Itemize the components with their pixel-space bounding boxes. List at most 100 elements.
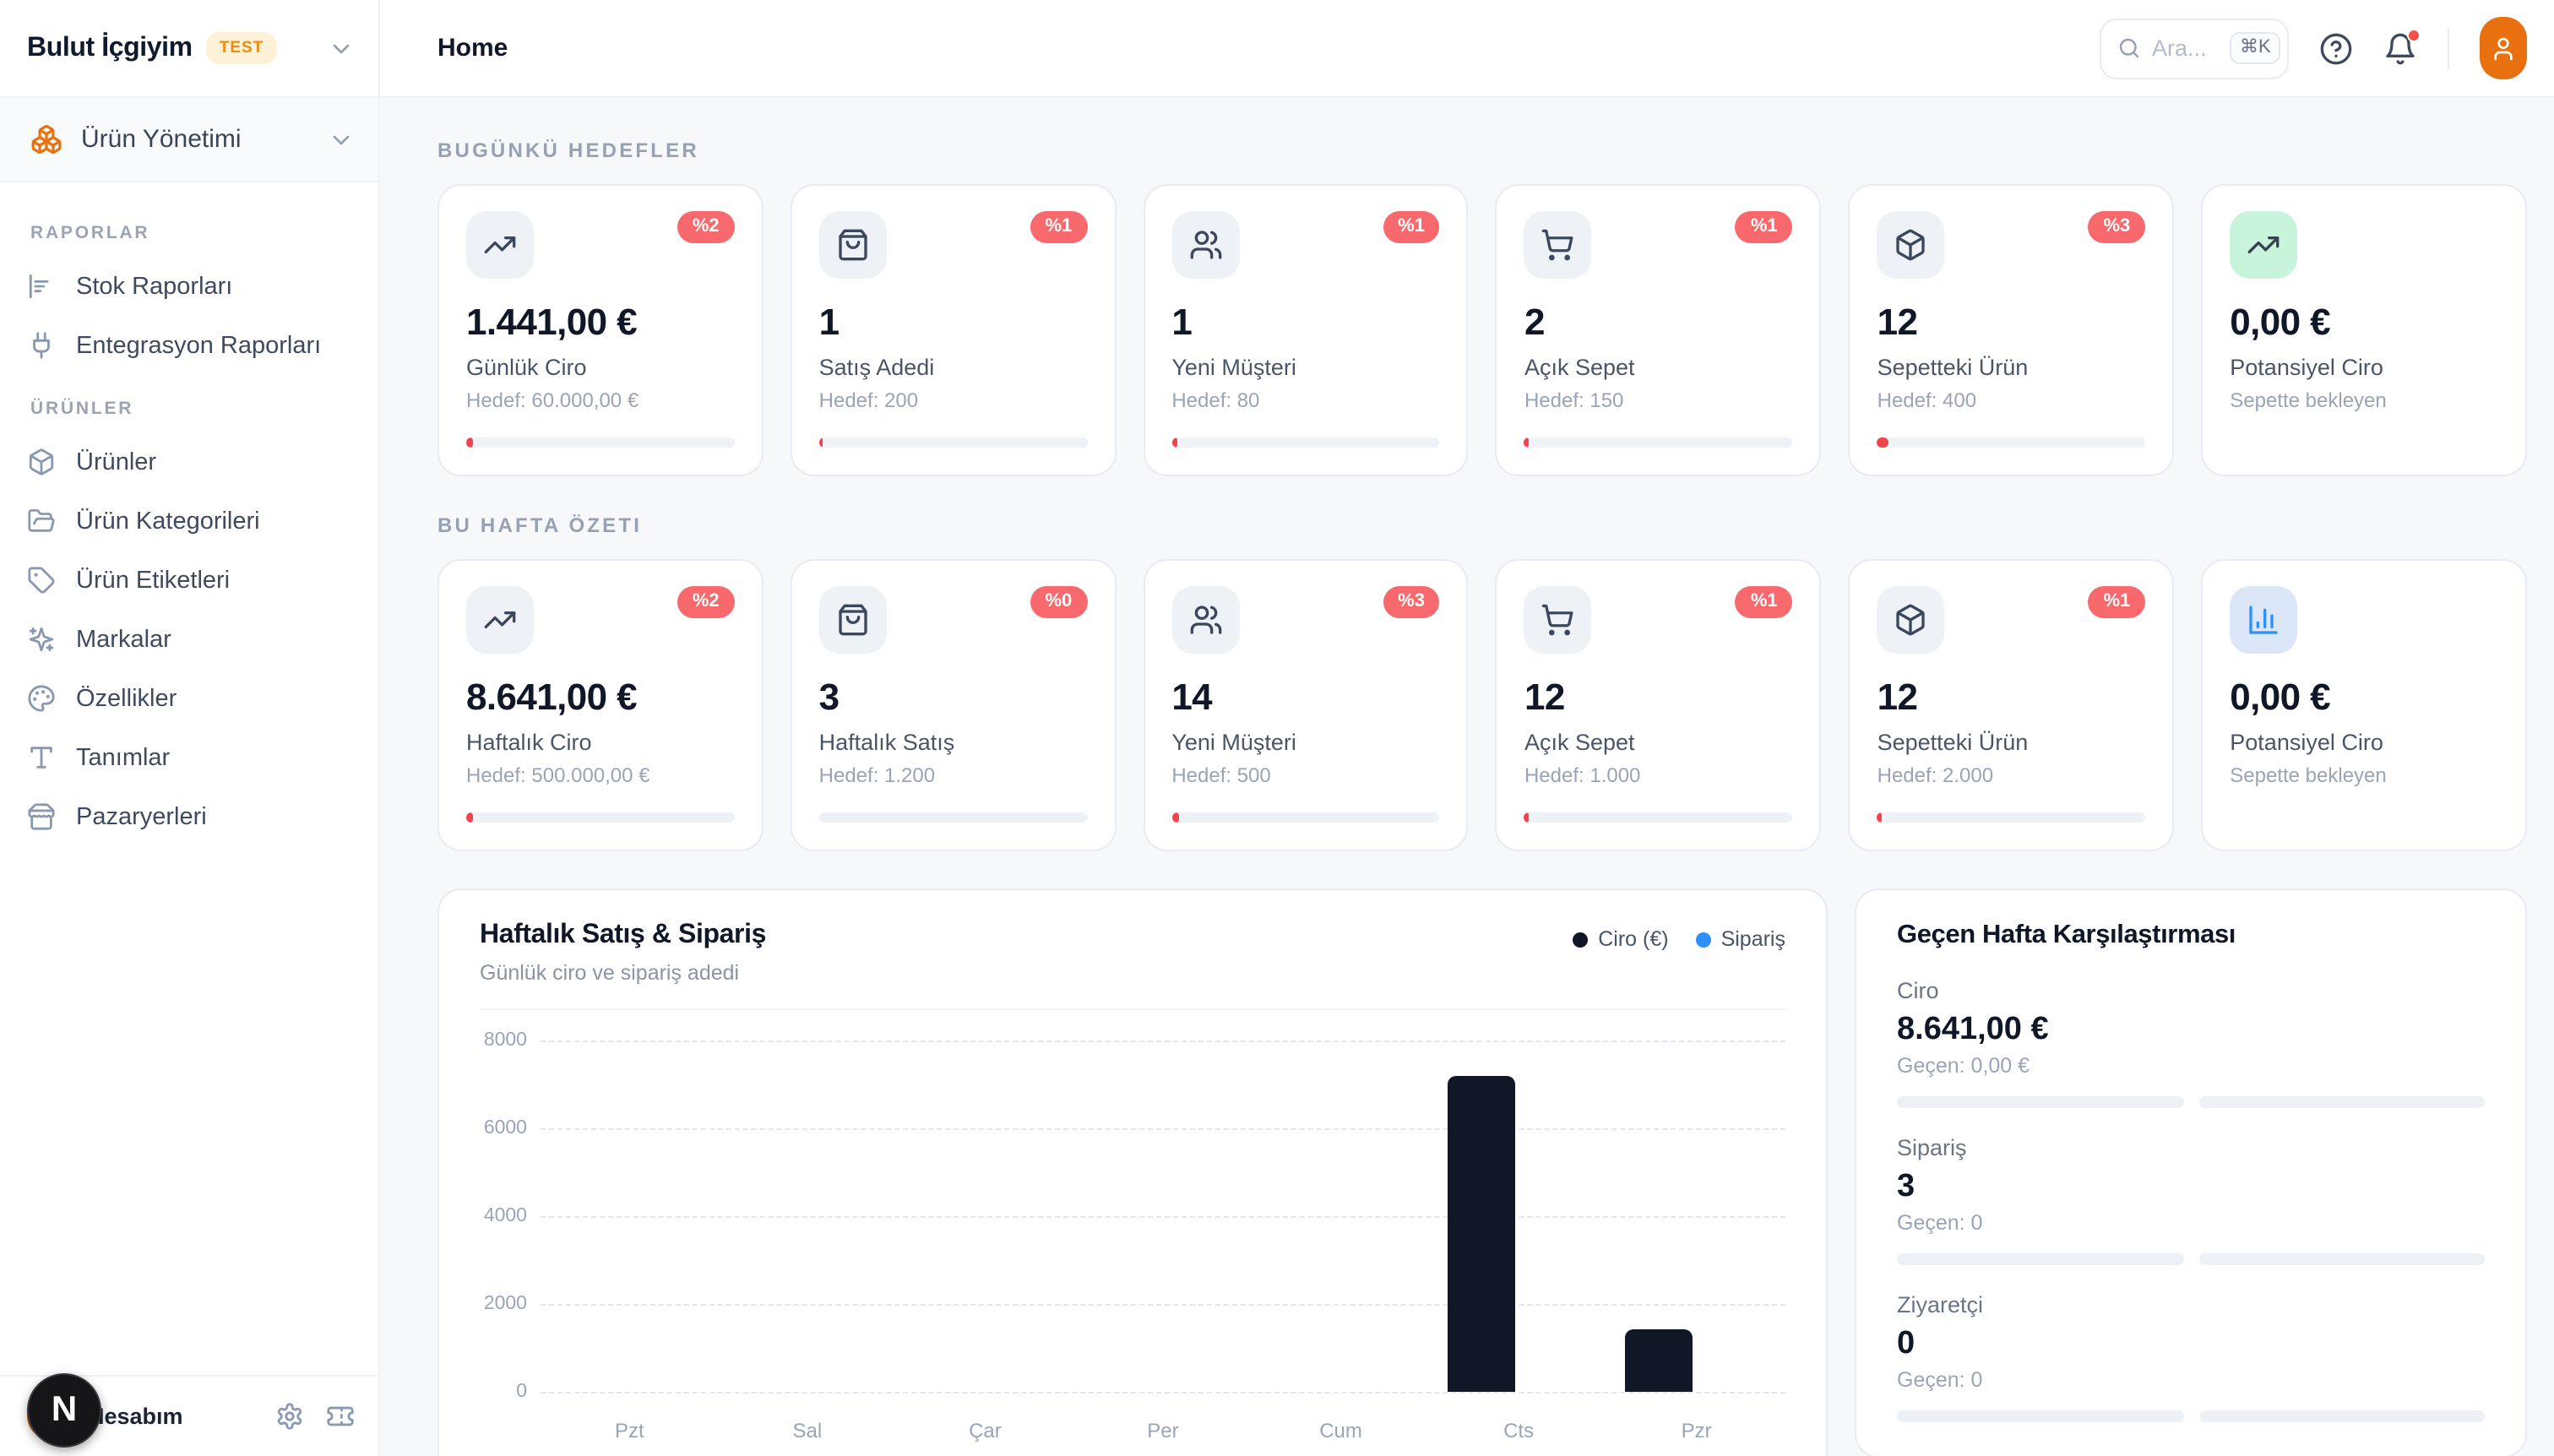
kpi-value: 1 [818,301,840,343]
kpi-label: Sepetteki Ürün [1877,355,2029,380]
kpi-percent-badge: %0 [1030,586,1088,618]
workspace-switcher[interactable]: Bulut İçgiyim TEST [0,0,378,98]
kpi-progress-bar [818,812,1088,823]
kpi-target: Hedef: 60.000,00 € [466,388,639,412]
sidebar-item-stok-raporları[interactable]: Stok Raporları [27,257,351,316]
plug-icon [27,331,56,360]
store-icon [27,802,56,831]
x-tick: Pzt [614,1419,644,1442]
comparison-row-ziyaretçi: Ziyaretçi 0 Geçen: 0 [1897,1292,2485,1422]
legend-item: Ciro (€) [1573,927,1669,951]
kpi-target: Hedef: 1.000 [1524,763,1641,787]
sidebar-item-özellikler[interactable]: Özellikler [27,669,351,728]
kpi-card: 0,00 € Potansiyel Ciro Sepette bekleyen [2201,184,2527,476]
legend-label: Ciro (€) [1598,927,1669,951]
kpi-value: 0,00 € [2230,301,2331,343]
comparison-bar-current [1897,1096,2183,1108]
user-avatar[interactable] [2480,17,2527,79]
sidebar-item-tanımlar[interactable]: Tanımlar [27,728,351,787]
comparison-label: Ziyaretçi [1897,1292,1984,1317]
comparison-previous: Geçen: 0,00 € [1897,1054,2030,1078]
folder-open-icon [27,507,56,535]
chart-column-sal [719,1040,897,1392]
sidebar-item-ürün-etiketleri[interactable]: Ürün Etiketleri [27,551,351,610]
main-content: BUGÜNKÜ HEDEFLER %2 1.441,00 € Günlük Ci… [380,98,2554,1456]
sidebar-item-pazaryerleri[interactable]: Pazaryerleri [27,787,351,846]
kpi-label: Açık Sepet [1524,730,1635,755]
ticket-icon[interactable] [326,1402,355,1431]
kpi-target: Sepette bekleyen [2230,763,2387,787]
comparison-bar-current [1897,1253,2183,1265]
kpi-percent-badge: %2 [677,586,735,618]
search-box[interactable]: ⌘K [2100,18,2289,79]
shopping-bag-icon [818,586,887,654]
kpi-label: Haftalık Satış [818,730,955,755]
kpi-label: Açık Sepet [1524,355,1635,380]
kpi-card: %1 12 Sepetteki Ürün Hedef: 2.000 [1848,559,2175,851]
comparison-previous: Geçen: 0 [1897,1368,1983,1392]
sidebar-item-entegrasyon-raporları[interactable]: Entegrasyon Raporları [27,316,351,375]
comparison-row-sipariş: Sipariş 3 Geçen: 0 [1897,1135,2485,1265]
kpi-progress-fill [1877,437,1888,448]
comparison-bar-current [1897,1410,2183,1422]
dev-badge[interactable]: N [27,1373,101,1448]
chevron-down-icon [328,35,355,62]
kpi-progress-bar [1877,812,2146,823]
sidebar: Bulut İçgiyim TEST Ürün Yönetimi RAPORLA… [0,0,380,1456]
kpi-value: 14 [1171,676,1213,718]
search-icon [2117,35,2142,61]
y-tick: 0 [516,1382,527,1402]
weekly-sales-chart-card: Haftalık Satış & Sipariş Günlük ciro ve … [437,888,1828,1456]
kpi-value: 1 [1171,301,1193,343]
section-label-today: BUGÜNKÜ HEDEFLER [437,139,699,162]
sidebar-item-label: Özellikler [76,685,177,712]
kpi-target: Hedef: 2.000 [1877,763,1994,787]
kpi-card: %1 12 Açık Sepet Hedef: 1.000 [1495,559,1822,851]
kpi-target: Hedef: 200 [818,388,919,412]
kpi-label: Sepetteki Ürün [1877,730,2029,755]
legend-dot [1573,932,1589,947]
gridline [541,1128,1785,1130]
gridline [541,1304,1785,1306]
topbar: Home ⌘K [380,0,2554,98]
sidebar-item-label: Entegrasyon Raporları [76,332,322,359]
kpi-card: %1 1 Satış Adedi Hedef: 200 [790,184,1117,476]
chart-column-çar [896,1040,1074,1392]
kpi-progress-bar [818,437,1088,448]
gridline [541,1216,1785,1218]
module-switcher[interactable]: Ürün Yönetimi [0,98,378,182]
kpi-progress-fill [1524,812,1529,823]
kpi-card: %2 8.641,00 € Haftalık Ciro Hedef: 500.0… [437,559,763,851]
kpi-card: %3 14 Yeni Müşteri Hedef: 500 [1143,559,1469,851]
kpi-progress-fill [818,437,823,448]
package-icon [27,448,56,476]
bar-chart-horizontal-icon [27,272,56,301]
test-badge: TEST [205,32,278,64]
trending-up-icon [2230,211,2298,279]
sidebar-item-markalar[interactable]: Markalar [27,610,351,669]
page-title: Home [437,34,508,62]
gear-icon[interactable] [275,1402,304,1431]
bar-ciro--pzr [1624,1328,1693,1392]
sidebar-item-label: Tanımlar [76,744,171,771]
notification-dot [2407,28,2421,41]
kpi-percent-badge: %3 [2088,211,2146,243]
bell-icon[interactable] [2383,28,2421,65]
kpi-label: Potansiyel Ciro [2230,730,2383,755]
chart-column-cts [1430,1040,1608,1392]
module-label: Ürün Yönetimi [81,125,242,154]
kpi-value: 3 [818,676,840,718]
y-tick: 8000 [483,1030,527,1051]
tag-icon [27,566,56,595]
comparison-bar-previous [2198,1410,2485,1422]
sidebar-item-label: Stok Raporları [76,273,233,300]
kpi-value: 12 [1877,676,1918,718]
sidebar-item-ürünler[interactable]: Ürünler [27,432,351,492]
sidebar-item-ürün-kategorileri[interactable]: Ürün Kategorileri [27,492,351,551]
gridline [541,1392,1785,1394]
search-input[interactable] [2152,35,2220,61]
kpi-card: %1 1 Yeni Müşteri Hedef: 80 [1143,184,1469,476]
kpi-target: Hedef: 400 [1877,388,1977,412]
help-icon[interactable] [2319,31,2353,65]
